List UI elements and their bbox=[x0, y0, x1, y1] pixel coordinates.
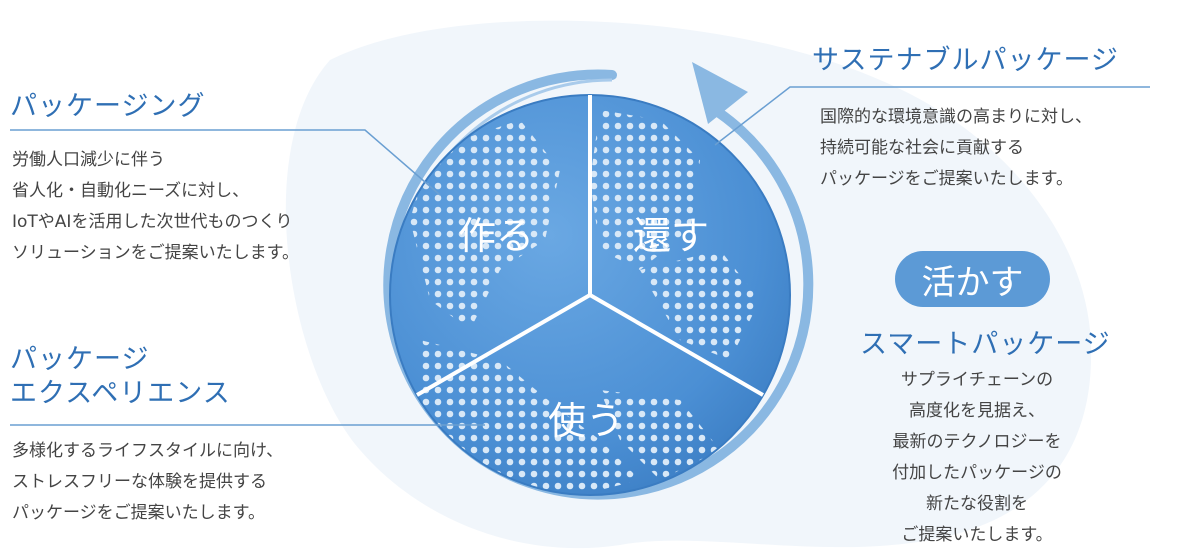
smart-line: 付加したパッケージの bbox=[892, 463, 1062, 483]
experience-title-line: パッケージ bbox=[10, 344, 150, 375]
experience-title-line: エクスペリエンス bbox=[10, 377, 231, 409]
sustainable-description: 国際的な環境意識の高まりに対し、 持続可能な社会に貢献する パッケージをご提案い… bbox=[820, 102, 1092, 195]
experience-title: パッケージ エクスペリエンス bbox=[10, 343, 231, 411]
segment-label-return: 還す bbox=[633, 214, 710, 258]
packaging-line: 省人化・自動化ニーズに対し、 bbox=[12, 181, 250, 201]
smart-title: スマートパッケージ bbox=[860, 329, 1111, 360]
smart-line: サプライチェーンの bbox=[900, 370, 1054, 390]
experience-line: ストレスフリーな体験を提供する bbox=[12, 472, 267, 492]
sustainable-line: 持続可能な社会に貢献する bbox=[820, 138, 1024, 158]
smart-line: ご提案いたします。 bbox=[901, 525, 1053, 545]
segment-label-use: 使う bbox=[548, 399, 625, 443]
sustainable-line: パッケージをご提案いたします。 bbox=[820, 169, 1073, 189]
experience-line: 多様化するライフスタイルに向け、 bbox=[12, 441, 284, 461]
smart-line: 最新のテクノロジーを bbox=[892, 432, 1062, 452]
smart-description: サプライチェーンの 高度化を見据え、 最新のテクノロジーを 付加したパッケージの… bbox=[862, 365, 1092, 551]
experience-description: 多様化するライフスタイルに向け、 ストレスフリーな体験を提供する パッケージをご… bbox=[12, 436, 283, 529]
badge-utilize: 活かす bbox=[895, 251, 1050, 307]
packaging-description: 労働人口減少に伴う 省人化・自動化ニーズに対し、 IoTやAIを活用した次世代も… bbox=[12, 145, 299, 269]
segment-label-make: 作る bbox=[458, 214, 535, 258]
experience-line: パッケージをご提案いたします。 bbox=[12, 503, 265, 523]
sustainable-title: サステナブルパッケージ bbox=[812, 45, 1119, 76]
smart-line: 高度化を見据え、 bbox=[909, 401, 1045, 421]
leader-lines bbox=[10, 86, 1150, 426]
packaging-line: ソリューションをご提案いたします。 bbox=[12, 243, 299, 263]
packaging-title: パッケージング bbox=[10, 91, 206, 122]
segment-dividers bbox=[415, 95, 765, 397]
sustainable-line: 国際的な環境意識の高まりに対し、 bbox=[820, 107, 1092, 127]
smart-line: 新たな役割を bbox=[926, 494, 1028, 514]
packaging-line: IoTやAIを活用した次世代ものつくり bbox=[12, 212, 293, 232]
packaging-line: 労働人口減少に伴う bbox=[12, 150, 165, 170]
cycle-arrow-head bbox=[692, 62, 748, 124]
